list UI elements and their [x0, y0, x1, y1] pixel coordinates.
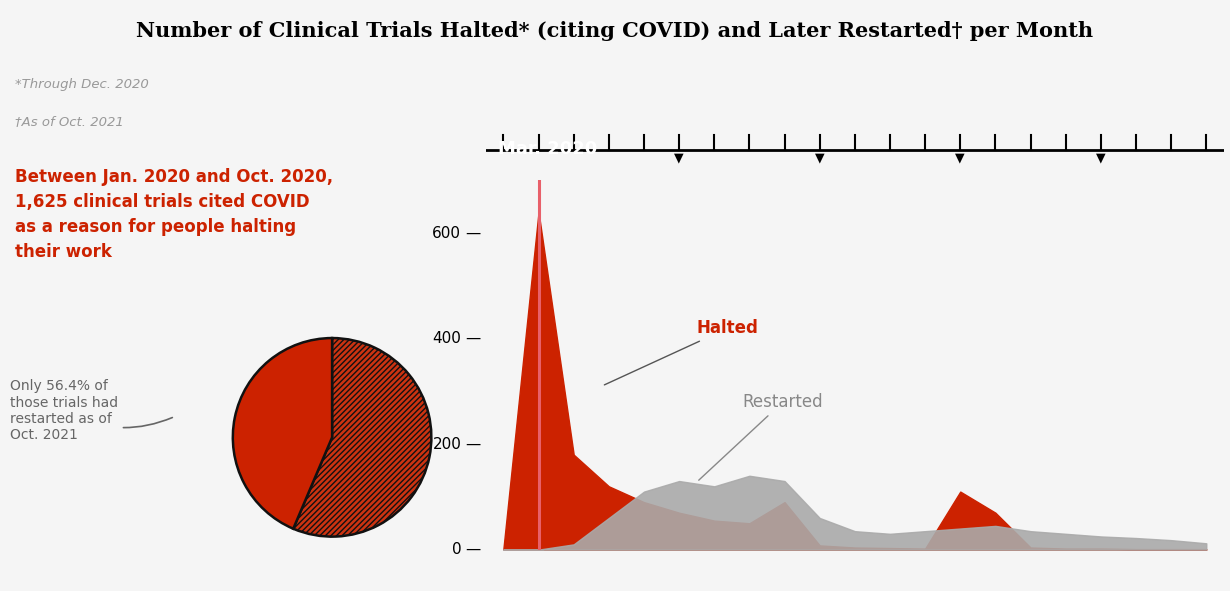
Text: 200: 200: [433, 437, 461, 452]
Text: Only 56.4% of
those trials had
restarted as of
Oct. 2021: Only 56.4% of those trials had restarted…: [10, 379, 172, 442]
Text: Number of Clinical Trials Halted* (citing COVID) and Later Restarted† per Month: Number of Clinical Trials Halted* (citin…: [137, 21, 1093, 41]
Text: ▼: ▼: [674, 151, 684, 164]
Text: —: —: [466, 331, 486, 346]
Text: Mar. 2020: Mar. 2020: [498, 140, 597, 158]
Text: —: —: [466, 226, 486, 241]
Text: 0: 0: [451, 542, 461, 557]
Text: Nov. 2020: Nov. 2020: [785, 180, 855, 194]
Text: Halted: Halted: [604, 319, 759, 385]
Text: 400: 400: [433, 331, 461, 346]
Text: *Through Dec. 2020: *Through Dec. 2020: [15, 78, 149, 91]
Text: Between Jan. 2020 and Oct. 2020,
1,625 clinical trials cited COVID
as a reason f: Between Jan. 2020 and Oct. 2020, 1,625 c…: [15, 168, 332, 261]
Text: Restarted: Restarted: [699, 393, 823, 480]
Text: —: —: [466, 437, 486, 452]
Wedge shape: [293, 338, 432, 537]
Text: ▼: ▼: [815, 151, 824, 164]
Text: Mar. 2021: Mar. 2021: [926, 180, 995, 194]
Text: †As of Oct. 2021: †As of Oct. 2021: [15, 115, 123, 128]
Text: 600: 600: [432, 226, 461, 241]
Text: Jul. 2021: Jul. 2021: [1070, 180, 1132, 194]
Wedge shape: [232, 338, 332, 529]
Text: ▼: ▼: [1096, 151, 1106, 164]
Text: ▼: ▼: [956, 151, 966, 164]
Text: Jul. 2020: Jul. 2020: [649, 180, 710, 194]
Text: —: —: [466, 542, 486, 557]
